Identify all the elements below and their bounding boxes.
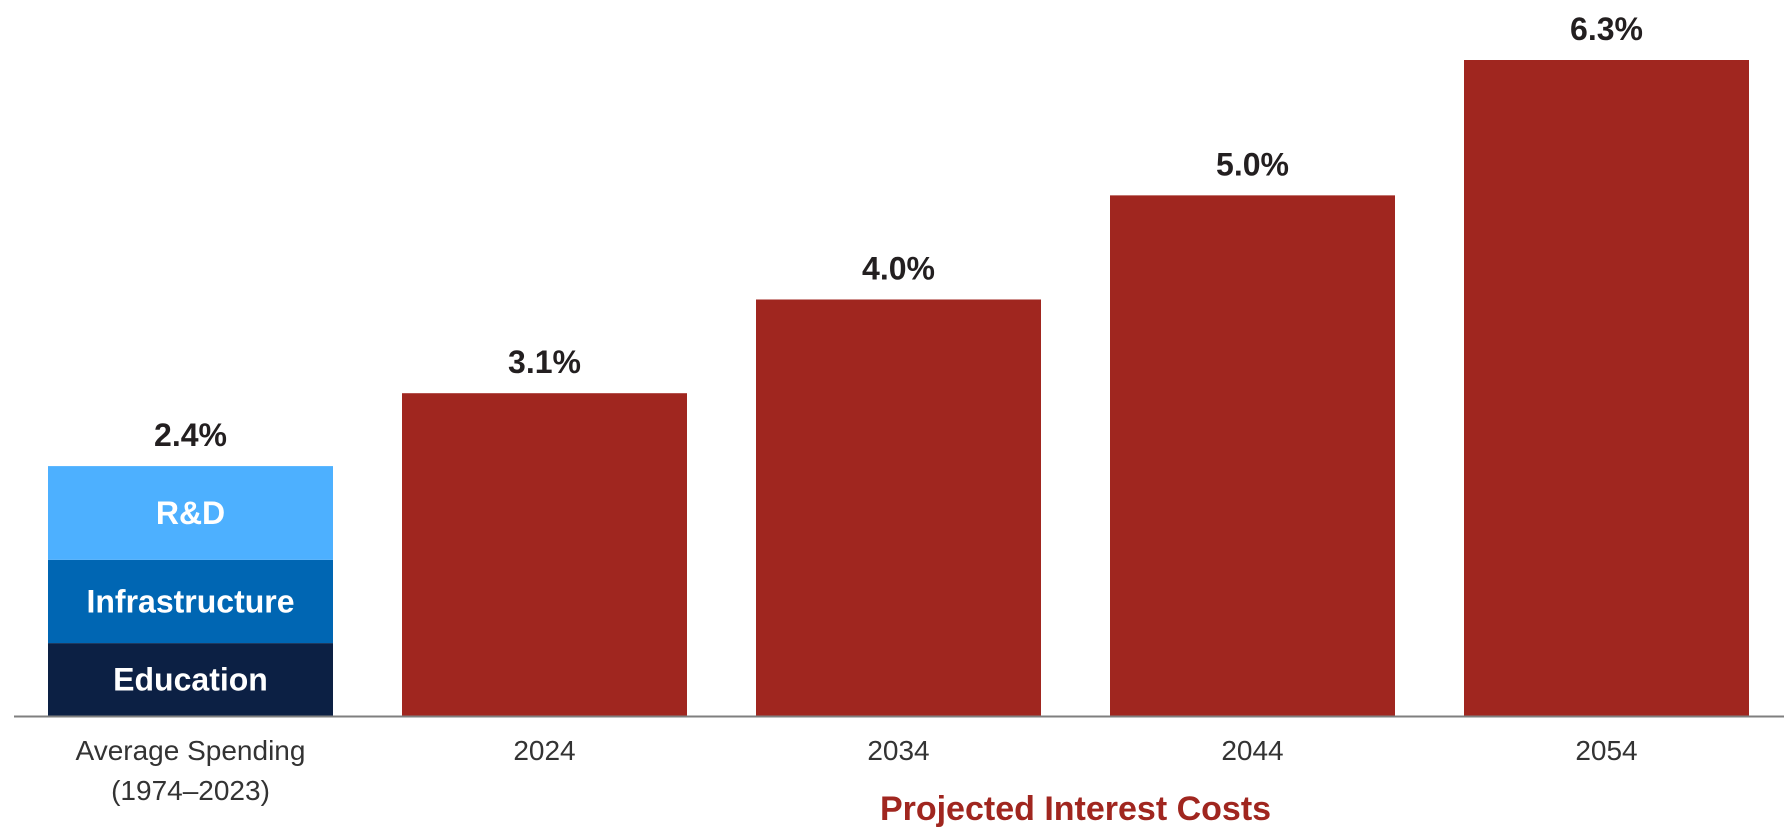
bar-2044 bbox=[1110, 195, 1395, 716]
x-tick-label: 2024 bbox=[513, 735, 575, 766]
segment-label: Education bbox=[113, 662, 268, 698]
stacked-segment-infrastructure bbox=[48, 559, 333, 644]
segment-label: R&D bbox=[156, 495, 225, 531]
stacked-segment-education bbox=[48, 643, 333, 716]
bar-2034 bbox=[756, 299, 1041, 716]
data-label: 4.0% bbox=[862, 250, 935, 286]
x-tick-label: 2054 bbox=[1575, 735, 1637, 766]
group-label: Projected Interest Costs bbox=[880, 790, 1271, 828]
x-tick-label: Average Spending bbox=[76, 735, 306, 766]
segment-label: Infrastructure bbox=[86, 583, 294, 619]
data-label: 3.1% bbox=[508, 344, 581, 380]
data-label: 5.0% bbox=[1216, 146, 1289, 182]
stacked-segment-r-d bbox=[48, 466, 333, 560]
x-tick-label: 2044 bbox=[1221, 735, 1283, 766]
data-label: 6.3% bbox=[1570, 11, 1643, 47]
data-label: 2.4% bbox=[154, 417, 227, 453]
x-tick-label: (1974–2023) bbox=[111, 775, 270, 806]
x-tick-label: 2034 bbox=[867, 735, 929, 766]
bar-2024 bbox=[402, 393, 687, 716]
bar-2054 bbox=[1464, 60, 1749, 716]
